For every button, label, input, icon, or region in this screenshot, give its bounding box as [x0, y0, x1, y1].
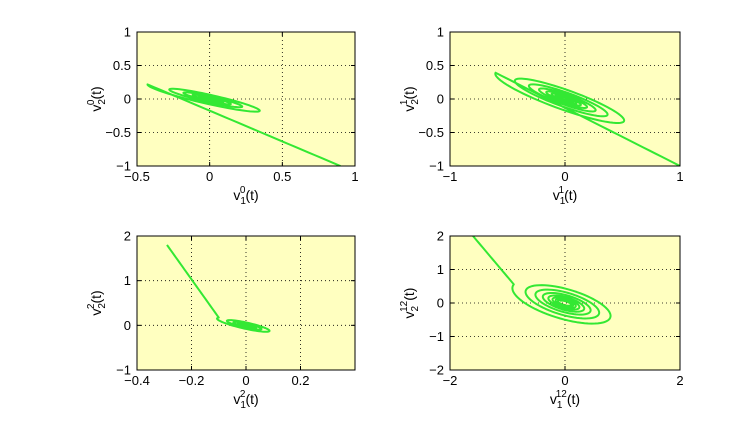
y-tick-label: −0.5: [105, 125, 131, 140]
y-axis-label: v21(t): [399, 86, 421, 111]
x-tick-label: 2: [676, 373, 683, 388]
y-axis-label-base: v: [88, 105, 104, 112]
x-tick-label: −1: [443, 169, 458, 184]
y-axis-label: v20(t): [86, 86, 108, 111]
y-tick-label: −0.5: [418, 125, 444, 140]
x-axis-label-base: v: [550, 391, 557, 407]
y-tick-label: 0.5: [426, 58, 444, 73]
y-axis-label-base: v: [88, 309, 104, 316]
plot-background: [450, 236, 680, 370]
x-tick-label: −0.2: [179, 373, 205, 388]
x-axis-label-sup: 0: [240, 185, 246, 196]
y-axis-label: v212(t): [399, 288, 421, 319]
y-axis-label-sup: 2: [86, 303, 97, 309]
x-axis-label-base: v: [553, 187, 560, 203]
y-tick-label: 0.5: [113, 58, 131, 73]
trajectory-line: [166, 244, 271, 333]
trajectory-line: [472, 236, 612, 325]
y-axis-label-sup: 0: [86, 99, 97, 105]
y-axis-label-tail: (t): [401, 86, 417, 99]
y-axis-label-tail: (t): [88, 290, 104, 303]
x-axis-label-sup: 1: [559, 185, 565, 196]
x-axis-label-sub: 1: [557, 400, 563, 411]
y-axis-label-sup: 12: [399, 300, 410, 312]
y-axis-label-sub: 2: [97, 99, 108, 105]
y-tick-label: 1: [437, 262, 444, 277]
x-tick-label: 0.2: [291, 373, 309, 388]
x-tick-label: 1: [351, 169, 358, 184]
y-tick-label: 1: [437, 25, 444, 40]
x-tick-label: −0.4: [124, 373, 150, 388]
x-tick-label: 0: [561, 373, 568, 388]
y-axis-label-sub: 2: [97, 303, 108, 309]
y-tick-label: 0: [124, 318, 131, 333]
y-tick-label: 0: [437, 92, 444, 107]
x-axis-label: v12(t): [233, 389, 258, 411]
x-axis-label-tail: (t): [245, 187, 258, 203]
x-tick-label: −2: [443, 373, 458, 388]
x-axis-label: v10(t): [233, 185, 258, 207]
y-tick-label: 0: [437, 296, 444, 311]
y-axis-label: v22(t): [86, 290, 108, 315]
y-axis-label-base: v: [401, 105, 417, 112]
y-tick-label: 0: [124, 92, 131, 107]
y-tick-label: −1: [429, 159, 444, 174]
y-tick-label: −1: [116, 159, 131, 174]
y-tick-label: 2: [124, 229, 131, 244]
y-axis-label-sup: 1: [399, 99, 410, 105]
x-tick-label: 0: [242, 373, 249, 388]
y-tick-label: −1: [116, 363, 131, 378]
x-axis-label-sub: 1: [240, 196, 246, 207]
x-axis-label-base: v: [233, 391, 240, 407]
y-axis-label-tail: (t): [401, 288, 417, 301]
x-tick-label: 0.5: [273, 169, 291, 184]
x-axis-label-sub: 1: [240, 400, 246, 411]
x-axis-label-sup: 2: [240, 389, 246, 400]
x-axis-label-base: v: [233, 187, 240, 203]
x-axis-label-tail: (t): [567, 391, 580, 407]
y-tick-label: 2: [437, 229, 444, 244]
x-axis-label-tail: (t): [245, 391, 258, 407]
trajectory-line: [494, 71, 680, 166]
y-tick-label: −1: [429, 329, 444, 344]
x-tick-label: −0.5: [124, 169, 150, 184]
x-axis-label-sub: 1: [560, 196, 566, 207]
x-tick-label: 1: [676, 169, 683, 184]
trajectory-line: [146, 83, 341, 166]
x-tick-label: 0: [561, 169, 568, 184]
y-axis-label-tail: (t): [88, 86, 104, 99]
x-tick-label: 0: [206, 169, 213, 184]
y-axis-label-base: v: [401, 311, 417, 318]
y-tick-label: 1: [124, 25, 131, 40]
plot-background: [137, 236, 355, 370]
x-axis-label-sup: 12: [556, 389, 568, 400]
x-axis-label-tail: (t): [564, 187, 577, 203]
y-axis-label-sub: 2: [410, 305, 421, 311]
y-tick-label: −2: [429, 363, 444, 378]
y-axis-label-sub: 2: [410, 99, 421, 105]
x-axis-label: v112(t): [550, 389, 580, 411]
x-axis-label: v11(t): [553, 185, 578, 207]
y-tick-label: 1: [124, 273, 131, 288]
